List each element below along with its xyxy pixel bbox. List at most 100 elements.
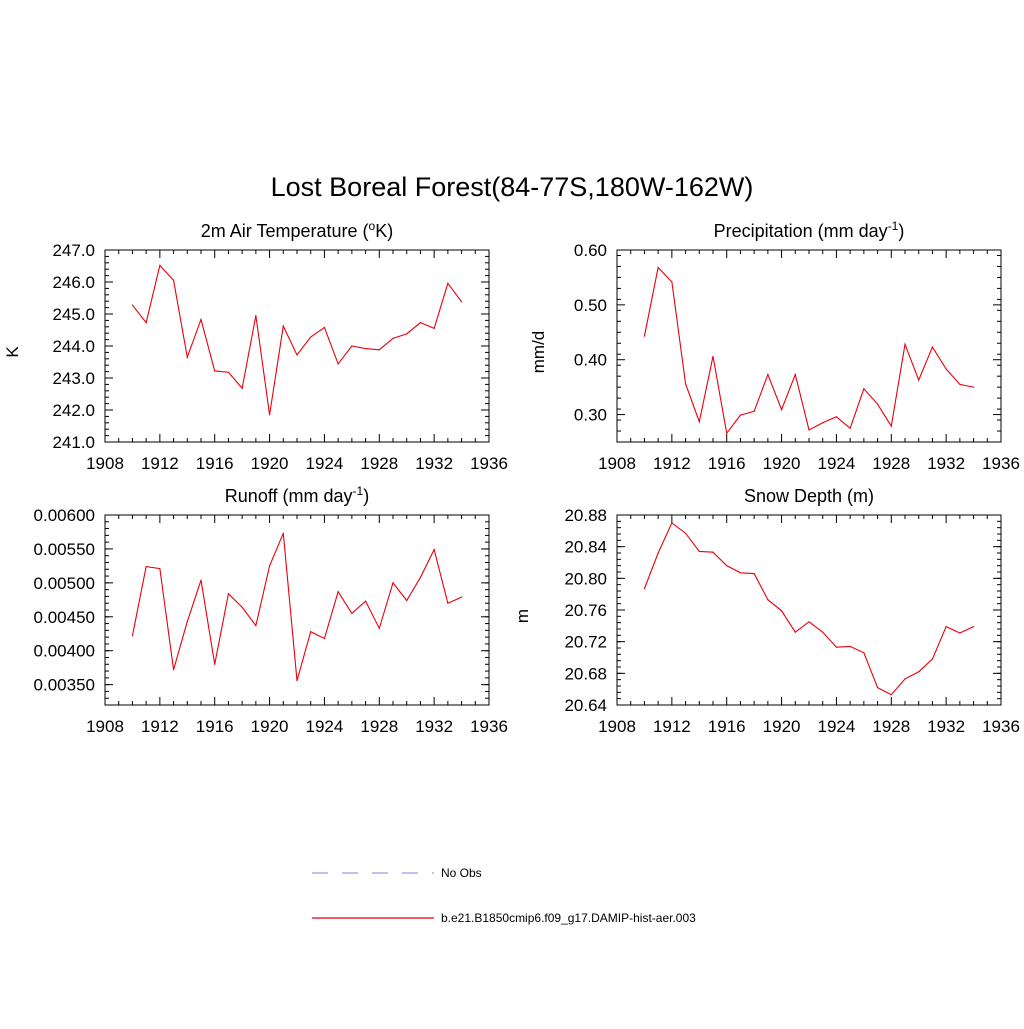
y-axis-label: K xyxy=(3,346,22,358)
panel-title: Precipitation (mm day-1) xyxy=(714,219,905,241)
data-point xyxy=(822,631,824,633)
data-point xyxy=(671,522,673,524)
y-tick-label: 20.76 xyxy=(564,601,607,620)
x-tick-label: 1928 xyxy=(872,717,910,736)
x-tick-label: 1912 xyxy=(653,717,691,736)
panel-title-sup: -1 xyxy=(888,219,899,233)
data-point xyxy=(406,333,408,335)
data-point xyxy=(433,327,435,329)
plot-frame xyxy=(104,249,490,443)
data-point xyxy=(959,383,961,385)
series-line xyxy=(131,533,462,681)
data-point xyxy=(282,532,284,534)
data-point xyxy=(835,646,838,648)
y-tick-label: 20.84 xyxy=(564,538,607,557)
y-axis-label: m xyxy=(513,609,532,623)
data-point xyxy=(890,694,892,696)
data-point xyxy=(657,266,659,269)
data-point xyxy=(876,403,879,405)
x-tick-label: 1928 xyxy=(872,454,910,473)
data-point xyxy=(753,572,755,575)
data-point xyxy=(863,388,865,390)
y-tick-label: 0.30 xyxy=(574,406,607,425)
series-line xyxy=(131,264,463,415)
y-tick-label: 20.64 xyxy=(564,696,607,715)
panel-title-sup: o xyxy=(369,219,376,233)
y-tick-label: 20.68 xyxy=(564,664,607,683)
data-point xyxy=(739,572,742,574)
series-line xyxy=(643,266,974,435)
panel-title-sup: -1 xyxy=(353,484,364,498)
data-point xyxy=(255,315,257,317)
data-point xyxy=(671,281,673,283)
data-point xyxy=(433,549,435,551)
x-tick-label: 1932 xyxy=(415,454,453,473)
data-point xyxy=(323,637,326,640)
x-tick-label: 1920 xyxy=(763,717,801,736)
panel-title: 2m Air Temperature (oK) xyxy=(201,219,393,241)
panels: 2m Air Temperature (oK) 1908 1912 1916 1920 1… xyxy=(3,219,1020,736)
data-point xyxy=(794,631,796,633)
data-point xyxy=(657,552,659,554)
data-point xyxy=(460,301,463,303)
data-point xyxy=(159,568,161,570)
y-tick-label: 245.0 xyxy=(52,305,95,324)
x-tick-label: 1924 xyxy=(306,717,344,736)
data-point xyxy=(337,591,339,593)
y-tick-label: 243.0 xyxy=(52,369,95,388)
data-point xyxy=(780,610,783,612)
x-tick-label: 1908 xyxy=(598,454,636,473)
data-point xyxy=(972,626,975,628)
x-tick-label: 1916 xyxy=(708,454,746,473)
y-tick-label: 0.60 xyxy=(574,241,607,260)
plot-frame xyxy=(616,249,1002,443)
x-tick-label: 1936 xyxy=(470,717,508,736)
x-tick-label: 1912 xyxy=(141,454,179,473)
y-tick-label: 0.00600 xyxy=(34,506,95,525)
data-point xyxy=(822,422,824,424)
y-tick-label: 246.0 xyxy=(52,273,95,292)
data-point xyxy=(876,686,879,689)
data-point xyxy=(131,304,134,306)
y-tick-label: 20.80 xyxy=(564,569,607,588)
data-point xyxy=(214,370,216,372)
x-tick-label: 1912 xyxy=(141,717,179,736)
data-point xyxy=(406,599,408,602)
data-point xyxy=(337,363,339,365)
data-point xyxy=(890,425,892,427)
data-point xyxy=(159,264,161,266)
data-point xyxy=(931,346,934,348)
data-point xyxy=(808,621,810,623)
data-point xyxy=(808,429,810,431)
data-point xyxy=(200,318,202,321)
data-point xyxy=(419,576,422,579)
y-tick-label: 242.0 xyxy=(52,401,95,420)
data-point xyxy=(310,631,312,633)
data-point xyxy=(268,565,271,567)
data-point xyxy=(145,565,147,568)
y-tick-label: 241.0 xyxy=(52,433,95,452)
legend-label-no-obs: No Obs xyxy=(441,866,482,880)
x-tick-label: 1924 xyxy=(306,454,344,473)
x-tick-label: 1932 xyxy=(927,454,965,473)
data-point xyxy=(753,410,755,412)
data-point xyxy=(268,414,271,416)
data-point xyxy=(378,627,380,629)
data-point xyxy=(351,612,353,614)
data-point xyxy=(931,658,934,660)
x-tick-label: 1928 xyxy=(360,717,398,736)
data-point xyxy=(172,279,175,281)
data-point xyxy=(904,678,906,680)
y-axis-label: mm/d xyxy=(529,331,548,374)
data-point xyxy=(849,427,851,429)
legend-label-model: b.e21.B1850cmip6.f09_g17.DAMIP-hist-aer.… xyxy=(441,911,696,925)
x-tick-label: 1924 xyxy=(818,717,856,736)
x-tick-label: 1908 xyxy=(86,454,124,473)
data-point xyxy=(241,387,243,389)
panel-title-main: 2m Air Temperature ( xyxy=(201,221,369,241)
data-point xyxy=(214,663,216,665)
x-tick-label: 1924 xyxy=(818,454,856,473)
data-point xyxy=(131,635,134,637)
x-tick-label: 1908 xyxy=(86,717,124,736)
